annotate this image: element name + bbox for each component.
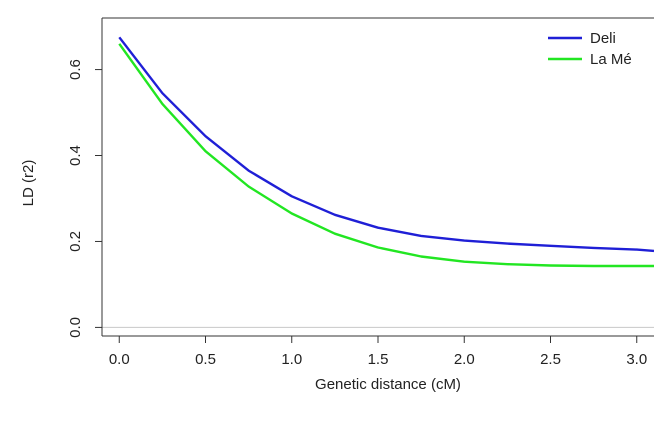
- legend-label: Deli: [590, 30, 616, 47]
- y-axis: 0.0 0.2 0.4 0.6: [67, 59, 102, 338]
- x-tick-label: 0.0: [109, 351, 130, 368]
- legend-label: La Mé: [590, 51, 632, 68]
- x-axis-label: Genetic distance (cM): [315, 376, 461, 393]
- y-tick-label: 0.6: [67, 59, 84, 80]
- y-tick-label: 0.0: [67, 317, 84, 338]
- x-tick-label: 2.5: [540, 351, 561, 368]
- y-axis-label: LD (r2): [20, 160, 37, 207]
- legend: Deli La Mé: [548, 30, 632, 68]
- series-line-1: [118, 43, 654, 268]
- y-tick-label: 0.2: [67, 231, 84, 252]
- plot-frame: [101, 17, 654, 337]
- x-tick-label: 1.5: [368, 351, 389, 368]
- y-tick-label: 0.4: [67, 145, 84, 166]
- x-tick-label: 1.0: [281, 351, 302, 368]
- series-layer: [118, 36, 654, 268]
- x-tick-label: 0.5: [195, 351, 216, 368]
- series-line-0: [118, 36, 654, 253]
- x-tick-label: 2.0: [454, 351, 475, 368]
- x-axis: 0.0 0.5 1.0 1.5 2.0 2.5 3.0: [109, 336, 647, 368]
- x-tick-label: 3.0: [626, 351, 647, 368]
